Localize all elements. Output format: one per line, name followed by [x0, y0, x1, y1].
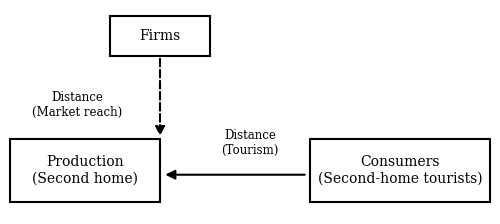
- FancyBboxPatch shape: [310, 139, 490, 202]
- FancyBboxPatch shape: [10, 139, 160, 202]
- Text: Production
(Second home): Production (Second home): [32, 155, 138, 185]
- Text: Consumers
(Second-home tourists): Consumers (Second-home tourists): [318, 155, 482, 185]
- Text: Distance
(Market reach): Distance (Market reach): [32, 91, 122, 119]
- FancyBboxPatch shape: [110, 16, 210, 56]
- Text: Firms: Firms: [140, 29, 180, 43]
- Text: Distance
(Tourism): Distance (Tourism): [222, 129, 278, 157]
